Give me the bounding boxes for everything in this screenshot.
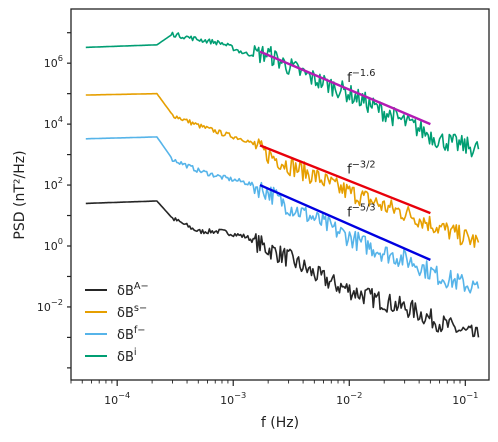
legend: δBA− δBs− δBf− δBi (85, 281, 149, 365)
x-tick-label: 10−2 (336, 390, 362, 407)
fit-label-0: f−1.6 (347, 68, 375, 86)
legend-label-A: δBA− (117, 281, 149, 299)
y-tick-label: 106 (44, 53, 63, 70)
y-tick-label: 10−2 (37, 297, 63, 314)
series-line-A (85, 200, 480, 338)
fit-label-2: f−5/3 (347, 202, 375, 220)
legend-label-s: δBs− (117, 303, 147, 321)
series-line-i (85, 31, 480, 158)
fit-line-2 (259, 183, 431, 261)
series-line-s (85, 92, 480, 248)
series-line-f (85, 136, 480, 294)
x-tick-label: 10−1 (452, 390, 478, 407)
fit-line-1 (259, 144, 431, 215)
x-tick-label: 10−4 (104, 390, 130, 407)
fit-line-0 (259, 50, 431, 126)
y-axis-label: PSD (nT²/Hz) (12, 150, 28, 239)
x-tick-label: 10−3 (220, 390, 246, 407)
y-tick-label: 102 (44, 175, 63, 192)
fit-label-1: f−3/2 (347, 159, 375, 177)
legend-label-i: δBi (117, 347, 137, 365)
y-axis: 10−2 100 102 104 106 (37, 32, 71, 369)
x-axis-label: f (Hz) (261, 415, 299, 431)
y-tick-label: 100 (44, 236, 63, 253)
y-tick-label: 104 (44, 114, 63, 131)
x-axis: 10−4 10−3 10−2 10−1 (70, 380, 478, 407)
legend-label-f: δBf− (117, 325, 145, 343)
plot-marks (85, 31, 480, 338)
fit-lines: f−1.6 f−3/2 f−5/3 (259, 50, 431, 261)
plot-frame (70, 8, 490, 381)
